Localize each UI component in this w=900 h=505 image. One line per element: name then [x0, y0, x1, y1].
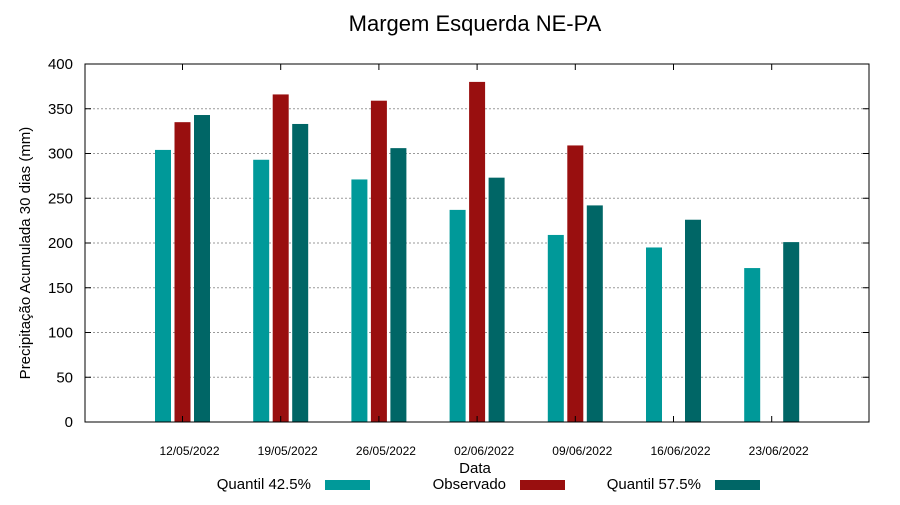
y-tick-label: 250: [48, 190, 73, 207]
x-tick-label: 02/06/2022: [454, 444, 514, 458]
y-tick-label: 200: [48, 235, 73, 252]
bar-quantil-42-5: [547, 234, 564, 422]
y-tick-label: 150: [48, 280, 73, 297]
bar-quantil-42-5: [744, 268, 761, 422]
bar-quantil-42-5: [646, 247, 662, 422]
bar-observado: [272, 94, 289, 423]
bar-quantil-57-5: [488, 177, 505, 422]
legend-swatch: [715, 480, 760, 490]
x-axis: 12/05/2022 19/05/2022 26/05/2022 02/06/2022…: [159, 64, 809, 458]
bar-quantil-42-5: [351, 179, 368, 422]
bar-observado: [174, 122, 191, 423]
x-tick-label: 23/06/2022: [749, 444, 809, 458]
legend-swatch: [325, 480, 370, 490]
legend-swatch: [520, 480, 565, 490]
x-tick-label: 26/05/2022: [356, 444, 416, 458]
bar-observado: [469, 81, 486, 423]
bar-quantil-57-5: [685, 219, 701, 422]
bars: [155, 81, 800, 423]
bar-quantil-57-5: [586, 205, 603, 422]
bar-quantil-42-5: [449, 209, 466, 422]
y-tick-label: 350: [48, 101, 73, 118]
legend: Quantil 42.5% Observado Quantil 57.5%: [217, 476, 760, 493]
bar-observado: [370, 100, 387, 422]
y-tick-label: 0: [65, 414, 73, 431]
bar-quantil-42-5: [253, 159, 270, 422]
bar-quantil-42-5: [155, 149, 171, 423]
bar-quantil-57-5: [783, 242, 800, 422]
y-tick-label: 400: [48, 56, 73, 73]
x-tick-label: 19/05/2022: [258, 444, 318, 458]
chart-title: Margem Esquerda NE-PA: [349, 11, 602, 36]
y-tick-label: 100: [48, 325, 73, 342]
y-tick-label: 300: [48, 146, 73, 163]
y-axis: 0 50 100 150 200 250 300 350 400: [48, 56, 869, 431]
legend-label: Quantil 57.5%: [607, 476, 701, 493]
x-tick-label: 12/05/2022: [159, 444, 219, 458]
bar-quantil-57-5: [390, 148, 407, 422]
legend-label: Observado: [433, 476, 506, 493]
bar-observado: [567, 145, 584, 422]
bar-quantil-57-5: [194, 115, 210, 422]
x-axis-label: Data: [459, 460, 491, 477]
legend-label: Quantil 42.5%: [217, 476, 311, 493]
x-tick-label: 16/06/2022: [650, 444, 710, 458]
y-axis-label: Precipitação Acumulada 30 dias (mm): [17, 127, 34, 380]
y-tick-label: 50: [56, 369, 73, 386]
x-tick-label: 09/06/2022: [552, 444, 612, 458]
bar-quantil-57-5: [292, 123, 309, 422]
